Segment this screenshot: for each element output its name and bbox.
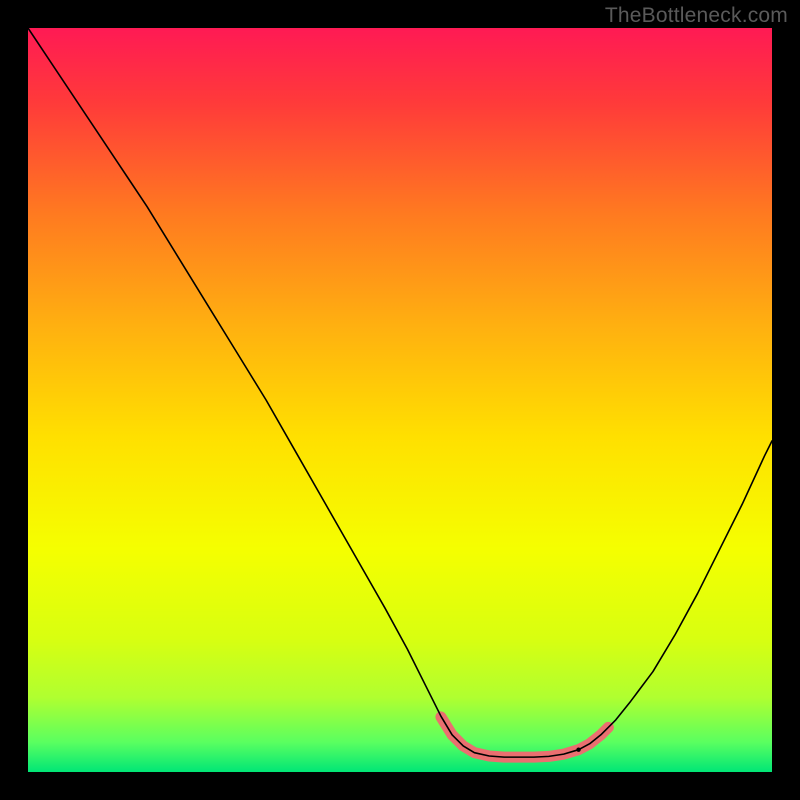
- plot-area: [28, 28, 772, 772]
- chart-frame: TheBottleneck.com: [0, 0, 800, 800]
- bottom-dot-marker: [576, 747, 580, 751]
- bottleneck-curve-svg: [28, 28, 772, 772]
- main-curve-line: [28, 28, 772, 757]
- bottom-highlight-marker: [441, 717, 608, 757]
- watermark-text: TheBottleneck.com: [605, 4, 788, 28]
